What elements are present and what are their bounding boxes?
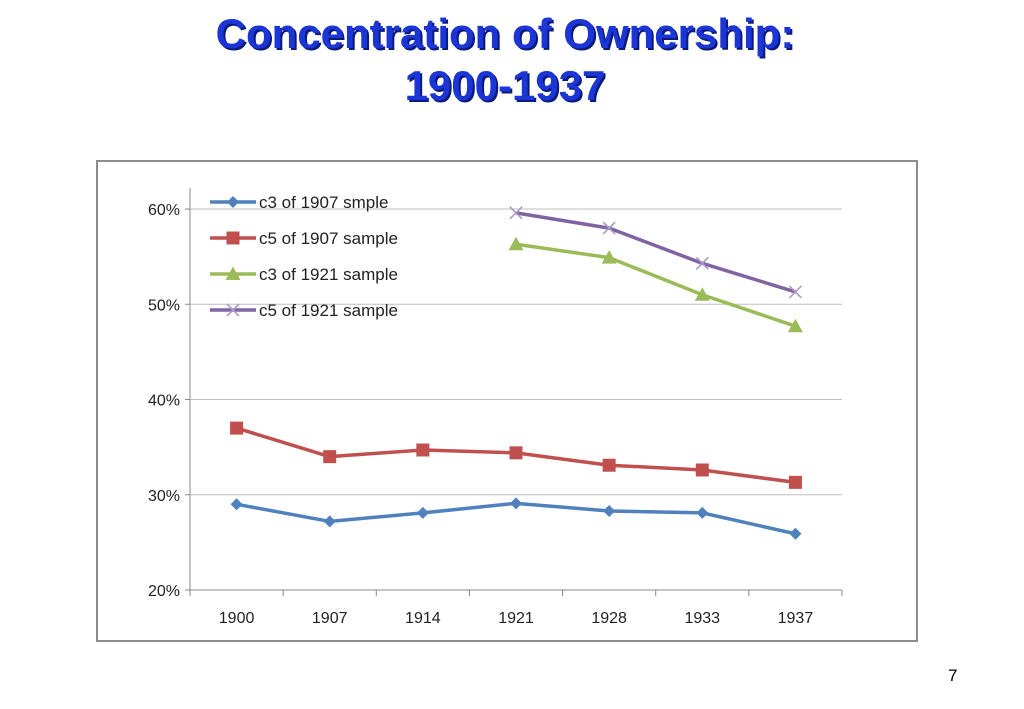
chart-frame: 20% 30% 40% 50% 60% 1900 1907 1914 1921 1928 1933 1… <box>96 160 918 642</box>
legend-marker <box>226 303 240 317</box>
data-point <box>416 506 429 519</box>
data-point <box>789 527 802 540</box>
title-line-1: Concentration of Ownership: <box>215 10 795 57</box>
line-chart: 20% 30% 40% 50% 60% 1900 1907 1914 1921 1928 1933 1… <box>148 188 843 627</box>
data-point <box>230 421 244 435</box>
y-tick-label: 30% <box>148 488 180 505</box>
data-point <box>695 256 709 270</box>
legend-label: c3 of 1907 smple <box>259 193 388 212</box>
legend-label: c5 of 1907 sample <box>259 229 398 248</box>
data-point <box>601 250 617 264</box>
series-line-3 <box>515 242 796 328</box>
y-tick-label: 60% <box>148 202 180 219</box>
legend-marker <box>226 231 240 245</box>
data-point <box>695 463 709 477</box>
x-tick-label: 1914 <box>405 610 441 627</box>
title-line-2: 1900-1937 <box>404 62 606 109</box>
legend-marker <box>227 196 239 208</box>
data-point <box>509 206 523 220</box>
data-point <box>323 515 336 528</box>
x-tick-label: 1937 <box>778 610 814 627</box>
data-point <box>602 458 616 472</box>
data-point <box>787 318 803 333</box>
series-line-4 <box>515 211 796 294</box>
x-tick-label: 1907 <box>312 610 348 627</box>
legend-label: c5 of 1921 sample <box>259 301 398 320</box>
data-point <box>230 498 243 511</box>
x-tick-label: 1928 <box>591 610 627 627</box>
data-point <box>696 506 709 519</box>
x-tick-label: 1933 <box>684 610 720 627</box>
data-point <box>788 285 802 299</box>
legend-marker <box>225 266 241 280</box>
legend-label: c3 of 1921 sample <box>259 265 398 284</box>
data-point <box>510 497 522 510</box>
x-tick-label: 1921 <box>498 610 534 627</box>
page-number: 7 <box>948 666 958 685</box>
data-point <box>509 446 523 460</box>
data-point <box>788 475 802 489</box>
y-tick-label: 40% <box>148 393 180 410</box>
data-point <box>603 504 616 517</box>
data-point <box>508 236 524 251</box>
data-point <box>602 221 616 235</box>
x-tick-label: 1900 <box>219 610 255 627</box>
y-tick-label: 50% <box>148 297 180 314</box>
y-tick-label: 20% <box>148 583 180 600</box>
data-point <box>416 443 430 457</box>
data-point <box>694 287 710 301</box>
slide-title: Concentration of Ownership: 1900-1937 <box>0 8 1010 112</box>
data-point <box>323 450 337 464</box>
